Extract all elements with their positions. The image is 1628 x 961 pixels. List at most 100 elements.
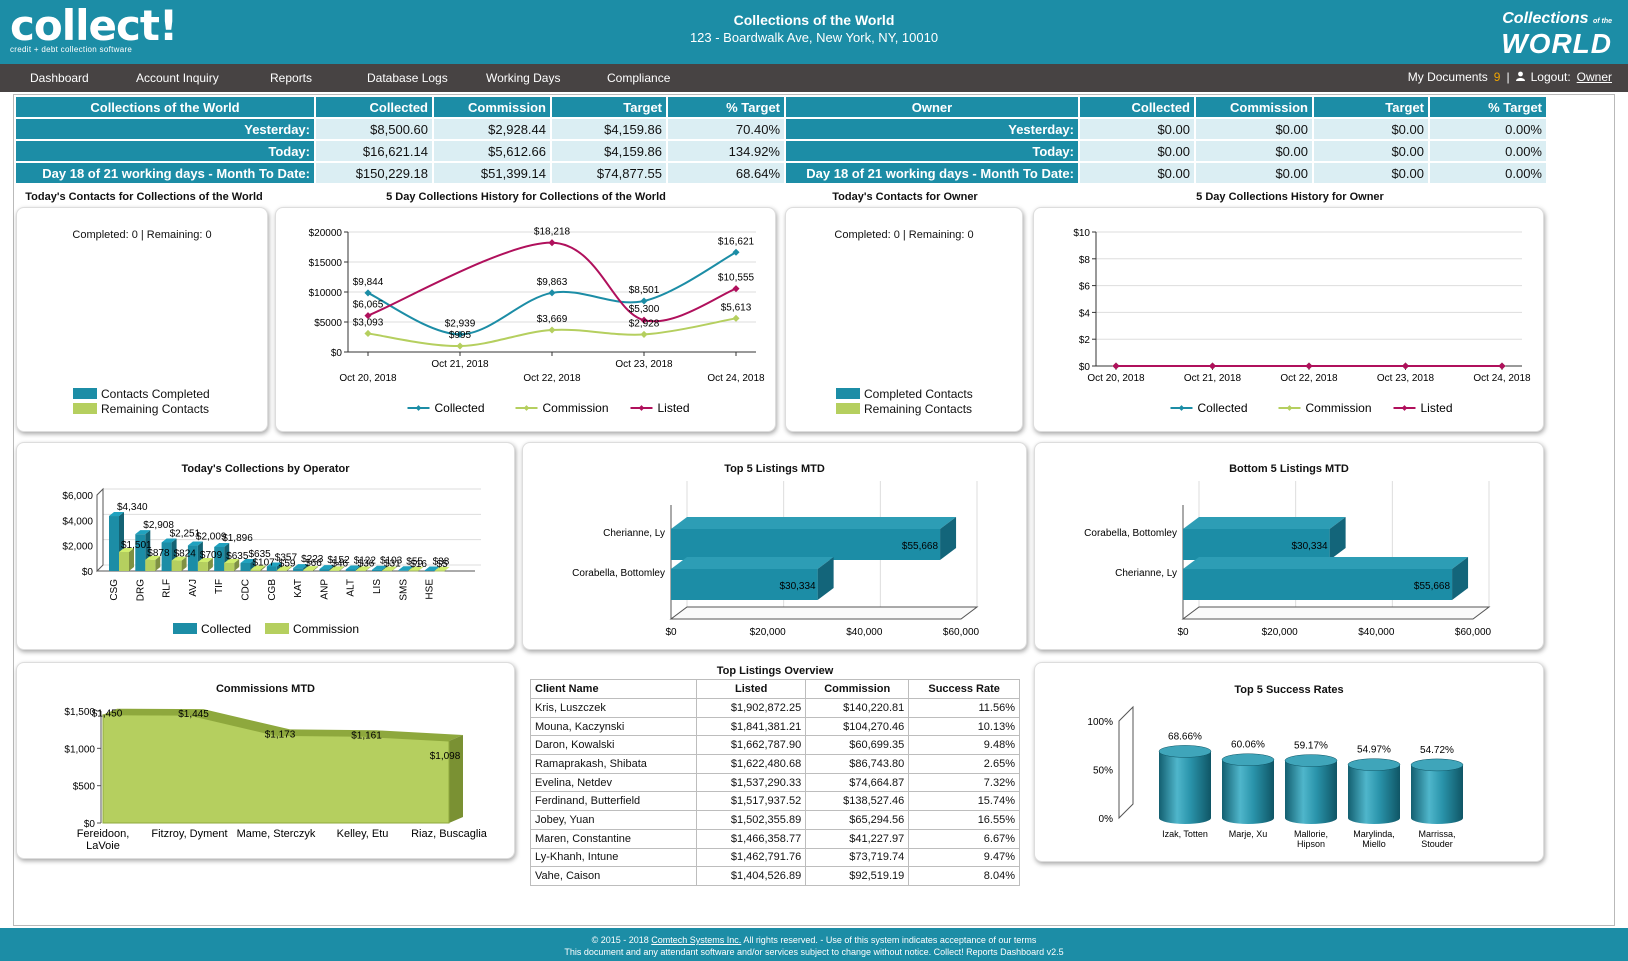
bar-side bbox=[181, 556, 187, 571]
bar-top bbox=[319, 565, 335, 570]
data-label: $5,300 bbox=[629, 304, 660, 315]
operator-panel: Today's Collections by Operator $0 $2,000… bbox=[16, 442, 515, 650]
bar-side bbox=[155, 555, 161, 571]
data-label: $824 bbox=[174, 549, 197, 560]
logout-link[interactable]: Logout: bbox=[1530, 70, 1571, 84]
data-point bbox=[456, 330, 464, 338]
y-tick-label: Cherianne, Ly bbox=[603, 528, 665, 539]
data-label: $5 bbox=[437, 559, 449, 570]
y-axis-wall bbox=[96, 487, 104, 573]
nav-dashboard[interactable]: Dashboard bbox=[30, 71, 89, 85]
summary-cell: $0.00 bbox=[1080, 163, 1194, 183]
chart-floor bbox=[1181, 606, 1491, 620]
legend-swatch bbox=[73, 388, 97, 399]
commissions-chart: $0 $500 $1,000 $1,500$1,450 $1,445 $1,173 $1,1… bbox=[64, 707, 487, 852]
bar-top bbox=[214, 542, 230, 547]
bar-commission bbox=[224, 562, 235, 571]
data-label: $66 bbox=[305, 558, 322, 569]
x-tick-label: Oct 24, 2018 bbox=[707, 373, 765, 384]
x-tick-label: Oct 20, 2018 bbox=[339, 373, 397, 384]
logo-tagline: credit + debt collection software bbox=[10, 45, 133, 54]
x-tick-label: Marrissa, bbox=[1418, 829, 1455, 839]
data-point bbox=[1498, 362, 1506, 370]
header-bar: collect! credit + debt collection softwa… bbox=[0, 0, 1628, 64]
cylinder-bar bbox=[1285, 760, 1337, 824]
bar-top bbox=[434, 566, 450, 571]
bar-top bbox=[355, 566, 371, 571]
data-label: $3,093 bbox=[353, 317, 384, 328]
data-label: $30,334 bbox=[779, 581, 816, 592]
table-cell: Maren, Constantine bbox=[529, 828, 698, 849]
legend-label: Remaining Contacts bbox=[864, 401, 973, 416]
legend-label: Listed bbox=[658, 401, 690, 415]
bar-top bbox=[197, 558, 213, 563]
bar-top bbox=[424, 566, 440, 571]
success-panel: Top 5 Success Rates 0% 50% 100% 68.66% Izak,… bbox=[1034, 662, 1544, 862]
legend-label: Listed bbox=[1421, 401, 1453, 415]
data-point bbox=[364, 289, 372, 297]
data-label: $10,555 bbox=[718, 273, 755, 284]
history-world-panel: $0 $5000 $10000 $15000 $20000 Oct 20, 2018 Oct… bbox=[275, 207, 776, 432]
y-tick-label: 50% bbox=[1093, 766, 1113, 777]
x-tick-label: CDC bbox=[241, 579, 252, 601]
summary-cell: $2,928.44 bbox=[434, 119, 550, 139]
table-row: Ferdinand, Butterfield $1,517,937.52 $138,… bbox=[529, 791, 1020, 812]
contacts-world-status: Completed: 0 | Remaining: 0 bbox=[72, 229, 212, 241]
footer-copyright: © 2015 - 2018 bbox=[591, 935, 649, 945]
table-cell: Kris, Luszczek bbox=[529, 698, 698, 718]
footer-notice: This document and any attendant software… bbox=[564, 947, 1064, 957]
my-documents-link[interactable]: My Documents bbox=[1407, 70, 1488, 84]
y-tick-label: $15000 bbox=[309, 258, 343, 269]
summary-cell: 70.40% bbox=[668, 119, 784, 139]
nav-database-logs[interactable]: Database Logs bbox=[367, 71, 448, 85]
summary-row-label: Day 18 of 21 working days - Month To Dat… bbox=[16, 163, 314, 183]
data-point bbox=[1112, 362, 1120, 370]
table-cell: $60,699.35 bbox=[805, 735, 910, 756]
nav-reports[interactable]: Reports bbox=[270, 71, 313, 85]
table-row: Evelina, Netdev $1,537,290.33 $74,664.87 7.… bbox=[529, 772, 1020, 793]
data-label: $16 bbox=[410, 559, 427, 570]
data-label: $9,844 bbox=[353, 277, 384, 288]
area-side-face bbox=[449, 735, 463, 823]
table-cell: $92,519.19 bbox=[805, 866, 910, 886]
company-logo-line1: Collections bbox=[1502, 10, 1589, 27]
summary-cell: $0.00 bbox=[1080, 141, 1194, 161]
bar-collected bbox=[319, 569, 330, 571]
table-cell: $1,662,787.90 bbox=[696, 735, 807, 756]
summary-row-today: Today: $0.00 $0.00 $0.00 0.00% bbox=[786, 141, 1546, 161]
area-commissions bbox=[102, 714, 450, 824]
bar-side bbox=[365, 566, 371, 571]
y-tick-label: $5000 bbox=[314, 318, 342, 329]
legend-label: Collected bbox=[435, 401, 485, 415]
bar-side bbox=[392, 566, 397, 571]
user-name-link[interactable]: Owner bbox=[1576, 70, 1612, 84]
bar-commission bbox=[197, 562, 208, 571]
footer-company-link[interactable]: Comtech Systems Inc. bbox=[651, 935, 742, 945]
bar-side bbox=[129, 547, 134, 571]
data-point bbox=[456, 342, 464, 350]
nav-working-days[interactable]: Working Days bbox=[486, 71, 561, 85]
bar-top bbox=[1183, 557, 1469, 569]
data-label: $2,251 bbox=[170, 528, 201, 539]
data-label: $1,161 bbox=[351, 730, 382, 741]
bar bbox=[1183, 529, 1330, 560]
data-label: $1,173 bbox=[265, 729, 296, 740]
x-tick-label: Oct 21, 2018 bbox=[1184, 373, 1242, 384]
legend-swatch bbox=[73, 403, 97, 414]
y-tick-label: Corabella, Bottomley bbox=[572, 568, 665, 579]
summary-cell: $0.00 bbox=[1196, 141, 1312, 161]
table-cell: $138,527.46 bbox=[805, 791, 910, 812]
table-row: Daron, Kowalski $1,662,787.90 $60,699.35 9.… bbox=[529, 735, 1020, 756]
data-label: $878 bbox=[147, 548, 170, 559]
nav-account-inquiry[interactable]: Account Inquiry bbox=[136, 71, 219, 85]
document-count-badge[interactable]: 9 bbox=[1493, 70, 1501, 84]
summary-cell: $4,159.86 bbox=[552, 119, 666, 139]
legend-label: Collected bbox=[1198, 401, 1248, 415]
data-label: $223 bbox=[301, 554, 324, 565]
y-tick-label: 100% bbox=[1087, 717, 1113, 728]
x-tick-label: KAT bbox=[293, 579, 304, 598]
collect-logo[interactable]: collect! credit + debt collection softwa… bbox=[10, 5, 178, 55]
table-row: Vahe, Caison $1,404,526.89 $92,519.19 8.04% bbox=[529, 866, 1020, 886]
data-label: $9,863 bbox=[537, 277, 568, 288]
nav-compliance[interactable]: Compliance bbox=[607, 71, 671, 85]
